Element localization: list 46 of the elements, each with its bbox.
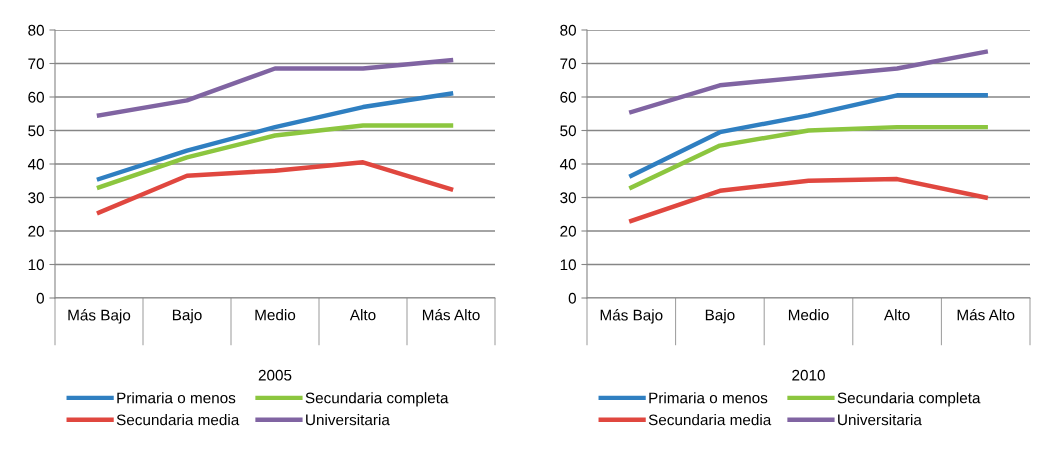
legend-label: Secundaria media — [648, 414, 772, 426]
y-tick-label: 10 — [28, 259, 44, 271]
y-tick-label: 30 — [560, 192, 576, 204]
x-tick-label: Medio — [255, 309, 296, 321]
legend-label: Secundaria completa — [837, 392, 981, 407]
y-tick-label: 50 — [560, 125, 576, 137]
y-tick-label: 40 — [559, 158, 576, 170]
y-tick-label: 60 — [560, 91, 576, 103]
legend-label: Secundaria media — [116, 414, 240, 426]
legend-label: Universitaria — [838, 414, 922, 426]
y-tick-label: 20 — [560, 225, 576, 237]
x-tick-label: Bajo — [172, 309, 202, 324]
y-tick-label: 70 — [28, 58, 44, 70]
x-tick-label: Alto — [883, 309, 910, 321]
y-tick-label: 10 — [560, 259, 576, 271]
y-tick-label: 40 — [27, 158, 44, 170]
x-tick-label: Más Bajo — [600, 309, 663, 324]
y-tick-label: 30 — [28, 192, 44, 204]
y-tick-label: 80 — [560, 24, 576, 36]
x-tick-label: Medio — [788, 309, 829, 321]
y-tick-label: 80 — [28, 24, 44, 36]
y-tick-label: 0 — [36, 292, 44, 304]
y-tick-label: 50 — [28, 125, 44, 137]
x-tick-label: Alto — [349, 309, 376, 321]
line-series — [96, 123, 454, 190]
x-tick-label: Más Bajo — [68, 309, 131, 324]
line-series — [629, 49, 988, 115]
legend-label: Universitaria — [306, 414, 390, 426]
y-tick-label: 60 — [28, 91, 44, 103]
x-tick-label: Bajo — [705, 309, 735, 324]
y-tick-label: 70 — [560, 58, 576, 70]
legend-label: Secundaria completa — [305, 392, 449, 407]
line-series — [629, 124, 988, 190]
line-series — [629, 93, 988, 178]
y-tick-label: 20 — [28, 225, 44, 237]
legend-label: Primaria o menos — [117, 392, 236, 404]
y-tick-label: 0 — [568, 292, 576, 304]
line-series — [96, 57, 454, 118]
line-series — [96, 91, 454, 182]
legend-label: Primaria o menos — [649, 392, 768, 404]
x-axis-title: 2005 — [258, 369, 292, 381]
x-tick-label: Más Alto — [957, 308, 1015, 321]
x-axis-title: 2010 — [792, 369, 825, 381]
line-series — [96, 160, 454, 215]
line-series — [629, 176, 988, 224]
x-tick-label: Más Alto — [422, 308, 480, 321]
